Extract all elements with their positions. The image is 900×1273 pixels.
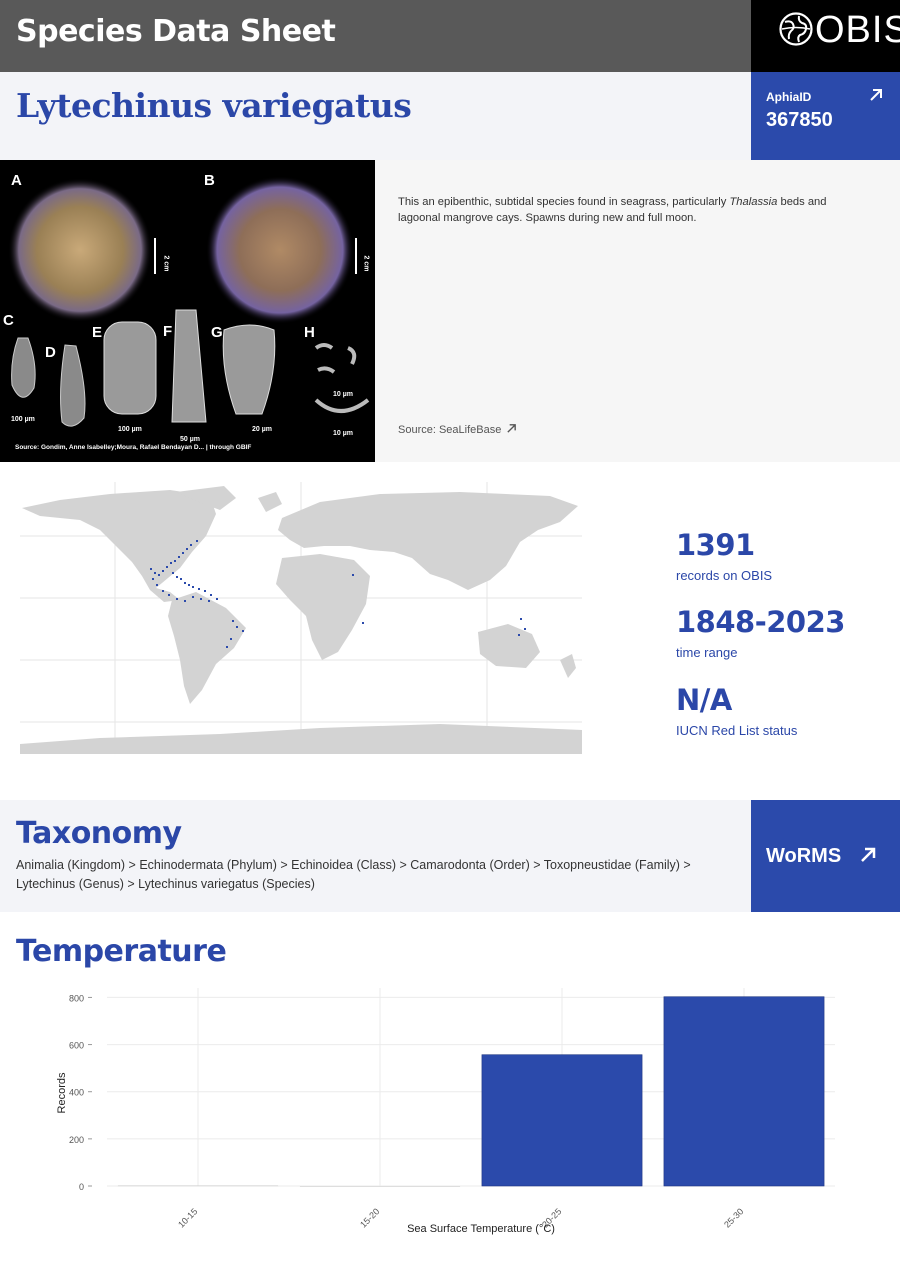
scale-label-h1: 10 µm <box>333 391 353 398</box>
worms-link-button[interactable]: WoRMS <box>751 800 900 912</box>
species-band: Lytechinus variegatus <box>0 72 751 160</box>
y-tick-label: 400 <box>69 1088 84 1098</box>
scale-label-c: 100 µm <box>11 416 35 423</box>
aphia-value: 367850 <box>766 109 833 131</box>
iucn-status-value: N/A <box>676 683 732 717</box>
page-header: Species Data Sheet OBIS <box>0 0 900 72</box>
scale-label-g: 20 µm <box>252 426 272 433</box>
records-count: 1391 <box>676 528 755 562</box>
plate-letter-d: D <box>45 344 56 361</box>
bar-25-30 <box>663 996 825 1187</box>
specimen-image: A B C D E F G H 2 cm 2 cm 100 µm 100 µm … <box>0 160 375 462</box>
plate-letter-e: E <box>92 324 103 341</box>
temperature-heading: Temperature <box>16 934 227 969</box>
x-axis-label: Sea Surface Temperature (°C) <box>407 1223 555 1235</box>
description-panel: This an epibenthic, subtidal species fou… <box>375 160 900 462</box>
time-range-label: time range <box>676 645 738 660</box>
plate-letter-b: B <box>204 172 215 189</box>
obis-logo[interactable]: OBIS <box>751 0 900 72</box>
x-tick-label: 25-30 <box>722 1206 745 1229</box>
worms-label: WoRMS <box>766 845 842 867</box>
y-tick-label: 600 <box>69 1041 84 1051</box>
y-tick-label: 0 <box>79 1182 84 1192</box>
y-tick-label: 200 <box>69 1135 84 1145</box>
taxonomy-section: Taxonomy Animalia (Kingdom) > Echinoderm… <box>0 800 751 912</box>
world-map <box>20 482 582 754</box>
y-axis-label: Records <box>56 1072 68 1113</box>
scale-label-a: 2 cm <box>162 255 170 272</box>
page-title: Species Data Sheet <box>16 14 336 49</box>
plate-letter-h: H <box>304 324 315 341</box>
iucn-status-label: IUCN Red List status <box>676 723 798 738</box>
records-label: records on OBIS <box>676 568 773 583</box>
species-name: Lytechinus variegatus <box>16 86 412 125</box>
scale-label-f: 50 µm <box>180 436 200 443</box>
external-link-icon <box>507 424 517 433</box>
distribution-map <box>20 482 582 754</box>
plate-letter-c: C <box>3 312 14 329</box>
plate-letter-g: G <box>211 324 223 341</box>
aphia-id-link[interactable]: AphiaID 367850 <box>751 72 900 160</box>
bar-10-15 <box>117 1185 279 1187</box>
taxonomy-heading: Taxonomy <box>16 816 182 851</box>
description-source-link[interactable]: Source: SeaLifeBase <box>398 423 517 436</box>
taxonomy-path: Animalia (Kingdom) > Echinodermata (Phyl… <box>16 858 691 891</box>
temperature-chart: 0 200 400 600 800 10-15 15-20 20-25 25-30 Sea Sur… <box>0 980 900 1260</box>
plate-letter-a: A <box>11 172 22 189</box>
image-source: Source: Gondim, Anne Isabelley;Moura, Ra… <box>15 444 252 451</box>
time-range-value: 1848-2023 <box>676 605 845 639</box>
species-description: This an epibenthic, subtidal species fou… <box>398 194 868 226</box>
external-link-icon <box>861 847 876 862</box>
specimen-plate <box>8 176 370 427</box>
description-text-end: beds and lagoonal mangrove cays. Spawns … <box>398 196 827 224</box>
description-source: Source: SeaLifeBase <box>398 424 502 436</box>
x-tick-label: 15-20 <box>358 1206 381 1229</box>
scale-label-e: 100 µm <box>118 426 142 433</box>
description-text: This an epibenthic, subtidal species fou… <box>398 196 730 208</box>
y-tick-label: 800 <box>69 993 84 1003</box>
plate-letter-f: F <box>163 323 173 340</box>
bar-15-20 <box>299 1186 461 1187</box>
description-italic: Thalassia <box>729 196 778 208</box>
external-link-icon <box>870 89 882 101</box>
globe-icon <box>779 12 813 46</box>
logo-text: OBIS <box>815 9 900 51</box>
bar-20-25 <box>481 1054 643 1187</box>
aphia-label: AphiaID <box>766 90 812 104</box>
x-tick-label: 10-15 <box>176 1206 199 1229</box>
scale-label-h2: 10 µm <box>333 430 353 437</box>
scale-label-b: 2 cm <box>362 255 370 272</box>
